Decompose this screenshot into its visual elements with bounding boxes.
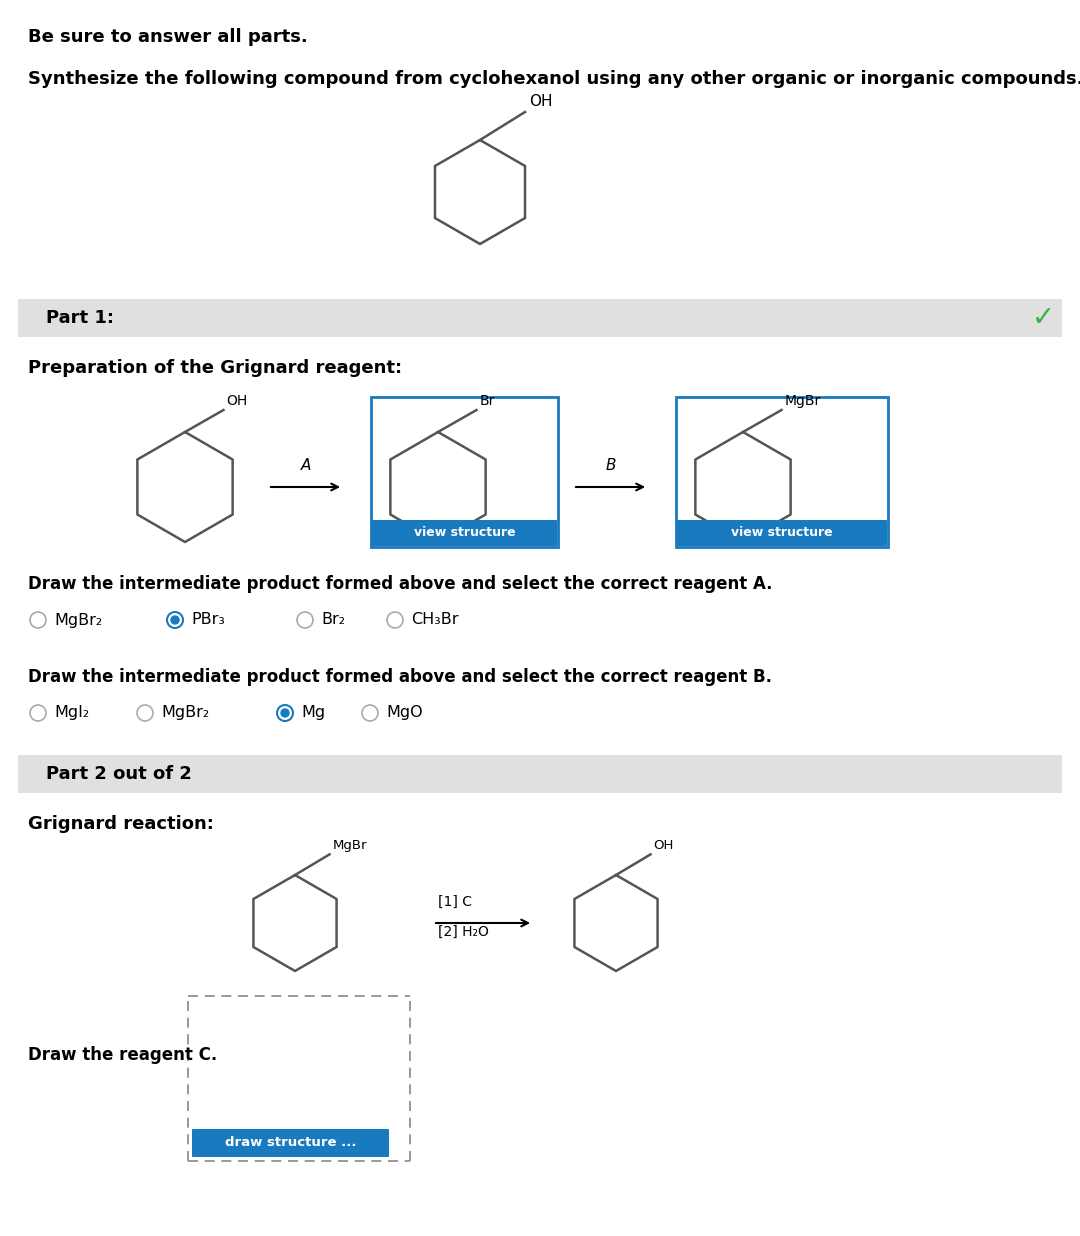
Text: Part 1:: Part 1: <box>46 309 114 328</box>
Text: OH: OH <box>529 94 553 109</box>
Text: [1] C: [1] C <box>438 895 472 908</box>
FancyBboxPatch shape <box>677 520 887 546</box>
Text: Preparation of the Grignard reagent:: Preparation of the Grignard reagent: <box>28 358 402 377</box>
Text: MgO: MgO <box>386 706 422 721</box>
Text: MgBr: MgBr <box>784 394 821 408</box>
Text: PBr₃: PBr₃ <box>191 613 225 628</box>
Text: MgBr: MgBr <box>333 839 367 853</box>
Text: ✓: ✓ <box>1031 304 1055 332</box>
Circle shape <box>171 616 179 624</box>
Text: Draw the reagent C.: Draw the reagent C. <box>28 1046 217 1064</box>
Text: [2] H₂O: [2] H₂O <box>438 925 489 939</box>
FancyBboxPatch shape <box>192 1128 389 1157</box>
Text: Draw the intermediate product formed above and select the correct reagent A.: Draw the intermediate product formed abo… <box>28 575 772 593</box>
Text: OH: OH <box>653 839 674 853</box>
FancyBboxPatch shape <box>372 520 557 546</box>
Text: CH₃Br: CH₃Br <box>411 613 459 628</box>
Text: Br: Br <box>480 394 495 408</box>
Text: MgI₂: MgI₂ <box>54 706 90 721</box>
Text: draw structure ...: draw structure ... <box>225 1136 356 1149</box>
Text: view structure: view structure <box>731 527 833 539</box>
Bar <box>18 755 1062 794</box>
Text: view structure: view structure <box>414 527 515 539</box>
Text: Be sure to answer all parts.: Be sure to answer all parts. <box>28 28 308 46</box>
Bar <box>676 397 888 548</box>
Text: MgBr₂: MgBr₂ <box>161 706 210 721</box>
Text: Mg: Mg <box>301 706 325 721</box>
Text: Draw the intermediate product formed above and select the correct reagent B.: Draw the intermediate product formed abo… <box>28 667 772 686</box>
Text: Grignard reaction:: Grignard reaction: <box>28 815 214 833</box>
Text: Br₂: Br₂ <box>321 613 345 628</box>
Text: MgBr₂: MgBr₂ <box>54 613 103 628</box>
Text: A: A <box>300 459 311 473</box>
Text: Synthesize the following compound from cyclohexanol using any other organic or i: Synthesize the following compound from c… <box>28 70 1080 88</box>
Text: OH: OH <box>227 394 247 408</box>
Bar <box>372 397 558 548</box>
Text: Part 2 out of 2: Part 2 out of 2 <box>46 765 192 782</box>
Text: B: B <box>605 459 616 473</box>
Bar <box>18 299 1062 337</box>
Circle shape <box>281 709 289 717</box>
